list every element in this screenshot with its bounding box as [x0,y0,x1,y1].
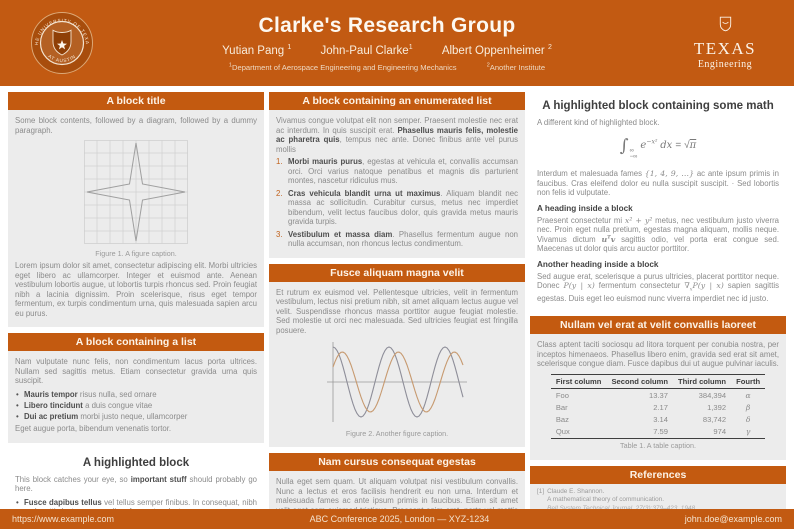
figure-caption: Figure 2. Another figure caption. [345,428,449,438]
block-paragraph: Eget augue porta, bibendum venenatis tor… [15,424,172,434]
shield-icon [680,16,770,37]
block-body: Nam vulputate nunc felis, non condimentu… [8,351,264,443]
seal-bottom-text: AT AUSTIN [47,54,76,64]
block-fusce-aliquam: Fusce aliquam magna velit Et rutrum ex e… [269,263,525,448]
table-header: Third column [672,373,732,390]
list-item: Libero tincidunt a duis congue vitae [15,401,257,411]
block-paragraph: Sed augue erat, scelerisque a purus ultr… [537,271,780,303]
table-header: Second column [606,373,673,390]
math-display: ∫ ∞ −∞ e−x² dx = √π [619,135,697,161]
poster-header: THE UNIVERSITY OF TEXAS AT AUSTIN Clarke… [0,0,794,86]
block-nam-cursus: Nam cursus consequat egestas Nulla eget … [269,453,525,509]
block-enumerated-list: A block containing an enumerated list Vi… [269,92,525,258]
list-item: Dui ac pretium morbi justo neque, ullamc… [15,412,257,422]
block-paragraph: Et rutrum ex euismod vel. Pellentesque u… [276,287,518,335]
block-a-block-title: A block title Some block contents, follo… [8,92,264,328]
highlighted-math-block: A highlighted block containing some math… [530,92,786,311]
block-title-bar: References [530,465,786,484]
enumerated-item: 3. Vestibulum et massa diam. Phasellus f… [276,229,519,249]
table-row: Baz 3.14 83,742 δ [555,415,751,424]
block-paragraph: Some block contents, followed by a diagr… [15,116,257,135]
block-paragraph: A different kind of highlighted block. [537,118,660,128]
author: Yutian Pang 1 [222,44,292,58]
block-body: Class aptent taciti sociosqu ad litora t… [530,334,786,460]
sine-figure [276,340,518,427]
block-body: A highlighted block containing some math… [530,92,786,311]
block-body: Nulla eget sem quam. Ut aliquam volutpat… [269,471,525,509]
list-item: Mauris tempor risus nulla, sed ornare [15,390,257,400]
highlighted-block-title: A highlighted block containing some math [542,100,774,112]
poster-footer: https://www.example.com ABC Conference 2… [0,509,794,529]
column-2: A block containing an enumerated list Vi… [269,92,525,509]
block-paragraph: This block catches your eye, so importan… [15,474,257,494]
block-title-bar: Fusce aliquam magna velit [269,263,525,282]
bullet-list: Fusce dapibus tellus vel tellus semper f… [15,498,257,509]
block-paragraph: Class aptent taciti sociosqu ad litora t… [537,340,779,369]
footer-conference-text: ABC Conference 2025, London — XYZ-1234 [309,514,490,524]
bullet-list: Mauris tempor risus nulla, sed ornare Li… [15,390,257,422]
block-containing-a-list: A block containing a list Nam vulputate … [8,333,264,443]
star-figure [15,140,257,247]
logo-engineering-text: Engineering [697,59,753,70]
highlighted-block-title: A highlighted block [82,456,190,469]
block-paragraph: Lorem ipsum dolor sit amet, consectetur … [15,261,257,318]
block-title-bar: Nam cursus consequat egestas [269,453,525,472]
enumerated-item: 1. Morbi mauris purus, egestas at vehicu… [276,157,519,185]
list-item: Fusce dapibus tellus vel tellus semper f… [15,498,257,509]
footer-website-link[interactable]: https://www.example.com [12,514,115,524]
block-title-bar: A block title [8,92,264,110]
block-title-bar: A block containing a list [8,333,264,352]
block-paragraph: Interdum et malesuada fames {1, 4, 9, …}… [537,169,779,198]
table-row: Foo 13.37 384,394 α [555,390,751,400]
block-body: Vivamus congue volutpat elit non semper.… [269,110,525,258]
footer-email-link[interactable]: john.doe@example.com [684,514,782,524]
affiliation: 1Department of Aerospace Engineering and… [228,62,457,72]
table-caption: Table 1. A table caption. [620,441,696,450]
block-body: Some block contents, followed by a diagr… [8,110,264,328]
highlighted-block: A highlighted block This block catches y… [8,448,264,509]
block-title-bar: Nullam vel erat at velit convallis laore… [530,316,786,335]
poster-body: A block title Some block contents, follo… [0,86,794,509]
block-subheading: A heading inside a block [537,203,633,213]
poster-title: Clarke's Research Group [258,14,516,38]
table-header: First column [550,373,607,390]
authors-line: Yutian Pang 1 John-Paul Clarke1 Albert O… [94,44,680,57]
column-1: A block title Some block contents, follo… [8,92,264,509]
block-title-bar: A block containing an enumerated list [269,92,525,110]
texas-engineering-logo: TEXAS Engineering [680,16,770,70]
affiliations-line: 1Department of Aerospace Engineering and… [94,62,680,72]
block-body: Et rutrum ex euismod vel. Pellentesque u… [269,281,525,448]
reference-entry: [1] Claude E. Shannon. A mathematical th… [537,487,697,509]
header-center: Clarke's Research Group Yutian Pang 1 Jo… [94,14,680,71]
author: Albert Oppenheimer 2 [441,44,552,58]
block-table: Nullam vel erat at velit convallis laore… [530,316,786,460]
block-subheading: Another heading inside a block [537,259,659,269]
ut-seal-logo: THE UNIVERSITY OF TEXAS AT AUSTIN [28,7,94,75]
table-header: Fourth [731,373,766,390]
block-body: [1] Claude E. Shannon. A mathematical th… [530,483,786,509]
block-paragraph: Praesent consectetur mi x² + y² metus, n… [537,215,780,254]
block-paragraph: Nulla eget sem quam. Ut aliquam volutpat… [276,477,518,509]
author: John-Paul Clarke1 [320,44,413,58]
affiliation: 2Another Institute [486,62,546,72]
svg-text:AT AUSTIN: AT AUSTIN [47,54,76,64]
block-paragraph: Nam vulputate nunc felis, non condimentu… [15,357,257,386]
logo-texas-text: TEXAS [693,39,757,58]
figure-caption: Figure 1. A figure caption. [95,248,177,258]
table-header-row: First column Second column Third column … [550,373,766,390]
block-paragraph: Vivamus congue volutpat elit non semper.… [276,116,519,154]
table-row: Qux 7.59 974 γ [550,425,766,439]
block-references: References [1] Claude E. Shannon. A math… [530,465,786,509]
column-3: A highlighted block containing some math… [530,92,786,509]
table-row: Bar 2.17 1,392 β [555,402,751,412]
enumerated-item: 2. Cras vehicula blandit urna ut maximus… [276,188,519,227]
block-body: A highlighted block This block catches y… [8,448,264,509]
data-table: First column Second column Third column … [550,373,766,439]
